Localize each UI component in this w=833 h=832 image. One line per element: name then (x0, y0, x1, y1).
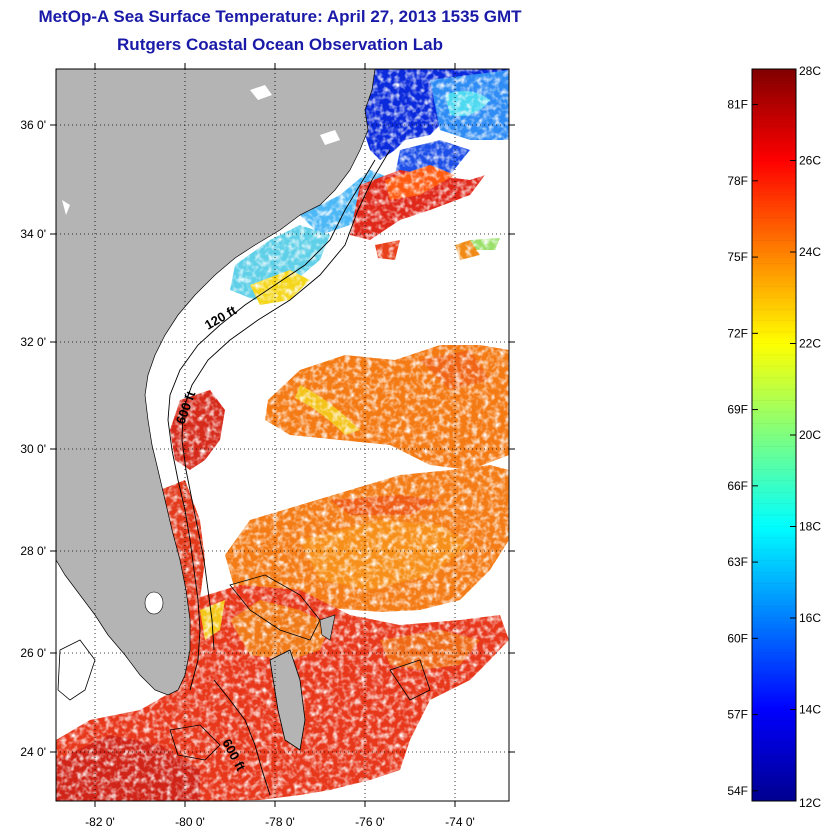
colorbar-fahrenheit-label: 66F (727, 479, 748, 493)
andros-island (269, 649, 306, 751)
bahama-bank-outline (389, 659, 431, 701)
colorbar-celsius-label: 16C (799, 611, 821, 625)
colorbar-bands (752, 80, 796, 790)
lat-tick-label: 34 0' (20, 227, 46, 241)
inland-water (250, 85, 272, 100)
colorbar-fahrenheit-label: 54F (727, 784, 748, 798)
colorbar-celsius-labels: 28C 26C 24C 22C 20C 18C 16C 14C 12C (799, 64, 821, 810)
lat-tick-label: 36 0' (20, 118, 46, 132)
colorbar-fahrenheit-label: 63F (727, 555, 748, 569)
bahama-bank-outline (229, 574, 321, 641)
contour-600ft (181, 149, 391, 651)
lon-tick-label: -74 0' (445, 815, 475, 829)
lat-tick-label: 32 0' (20, 335, 46, 349)
colorbar-celsius-label: 24C (799, 245, 821, 259)
lat-tick-label: 28 0' (20, 544, 46, 558)
colorbar-fahrenheit-label: 75F (727, 250, 748, 264)
colorbar-celsius-label: 14C (799, 703, 821, 717)
reef-outline (169, 724, 221, 761)
colorbar-fahrenheit-labels: 81F 78F 75F 72F 69F 66F 63F 60F 57F 54F (727, 98, 748, 798)
colorbar-celsius-label: 18C (799, 520, 821, 534)
axis-ticks (50, 63, 515, 807)
lat-tick-label: 24 0' (20, 745, 46, 759)
lon-tick-label: -82 0' (85, 815, 115, 829)
contour-120ft (167, 159, 376, 691)
colorbar-celsius-label: 20C (799, 428, 821, 442)
lon-tick-label: -76 0' (355, 815, 385, 829)
colorbar-fahrenheit-label: 57F (727, 708, 748, 722)
inland-water (320, 130, 340, 145)
map-title: MetOp-A Sea Surface Temperature: April 2… (38, 7, 522, 26)
inland-water (62, 200, 70, 215)
land-mass-us (56, 69, 376, 696)
colorbar-celsius-label: 12C (799, 796, 821, 810)
colorbar-fahrenheit-label: 72F (727, 326, 748, 340)
colorbar: 28C 26C 24C 22C 20C 18C 16C 14C 12C 81F 78F 75F 72F… (727, 64, 821, 810)
colorbar-celsius-label: 26C (799, 154, 821, 168)
bahama-island (319, 614, 336, 641)
lon-tick-label: -80 0' (175, 815, 205, 829)
contour-600ft-south (213, 679, 271, 796)
lat-tick-label: 30 0' (20, 442, 46, 456)
map-frame (55, 68, 510, 802)
colorbar-ticks (752, 68, 796, 802)
colorbar-fahrenheit-label: 78F (727, 174, 748, 188)
lon-tick-label: -78 0' (265, 815, 295, 829)
lat-tick-label: 26 0' (20, 646, 46, 660)
colorbar-gradient (751, 68, 797, 802)
lake-okeechobee (144, 591, 164, 615)
gulf-contour (57, 639, 96, 701)
colorbar-fahrenheit-label: 60F (727, 631, 748, 645)
colorbar-celsius-label: 22C (799, 337, 821, 351)
longitude-labels: -82 0' -80 0' -78 0' -76 0' -74 0' (85, 815, 475, 829)
colorbar-fahrenheit-label: 81F (727, 98, 748, 112)
map-subtitle: Rutgers Coastal Ocean Observation Lab (117, 35, 443, 54)
colorbar-celsius-label: 28C (799, 64, 821, 78)
latitude-labels: 36 0' 34 0' 32 0' 30 0' 28 0' 26 0' 24 0… (20, 118, 46, 759)
colorbar-fahrenheit-label: 69F (727, 403, 748, 417)
